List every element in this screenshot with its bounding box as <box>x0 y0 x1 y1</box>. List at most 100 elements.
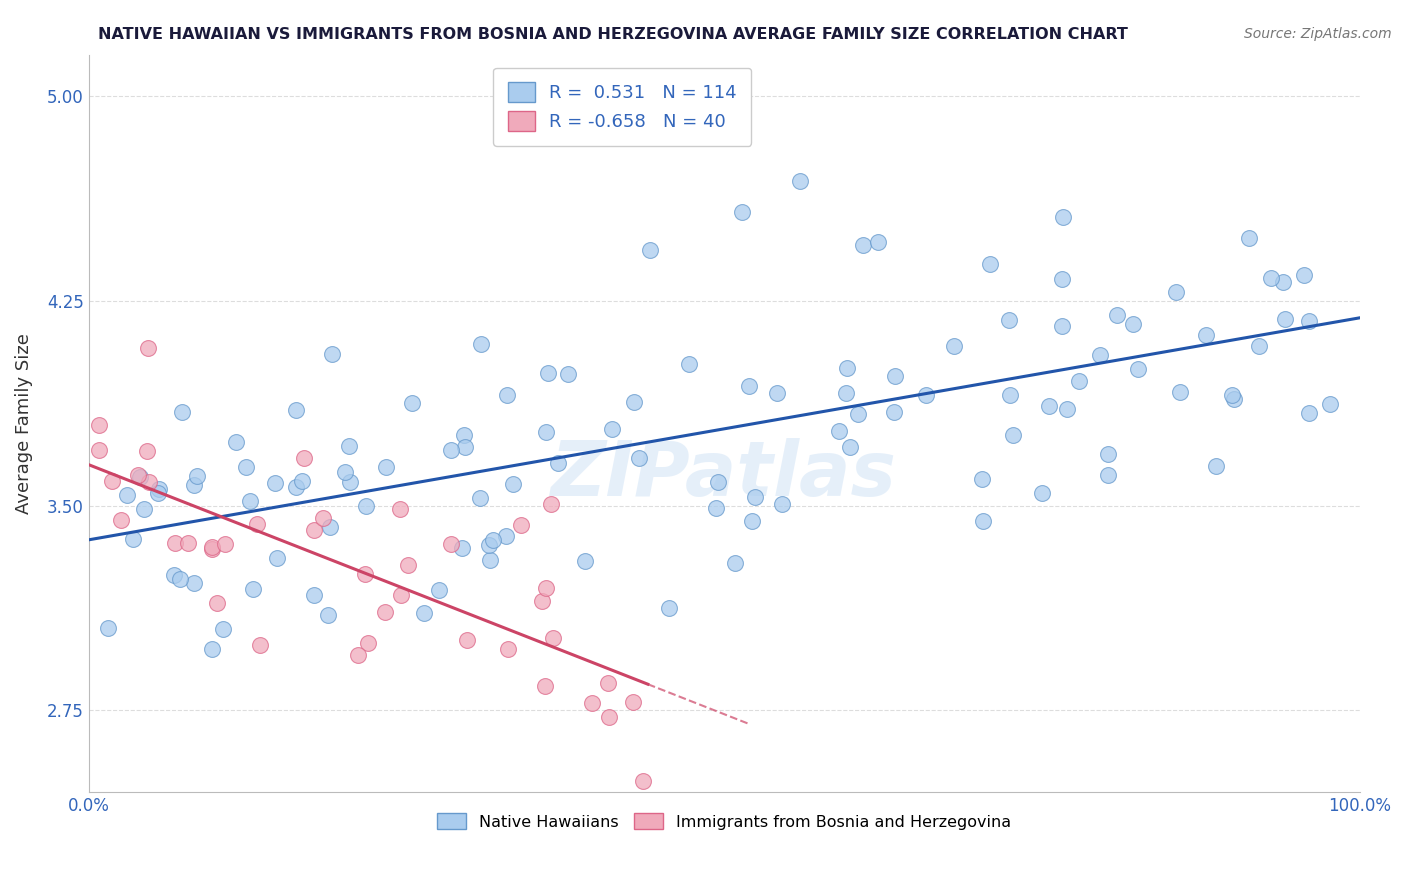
Point <box>163 536 186 550</box>
Point <box>357 635 380 649</box>
Point <box>353 567 375 582</box>
Point <box>623 395 645 409</box>
Point <box>972 514 994 528</box>
Point <box>302 524 325 538</box>
Point <box>169 572 191 586</box>
Point <box>97 621 120 635</box>
Point <box>183 477 205 491</box>
Point <box>495 528 517 542</box>
Point <box>266 551 288 566</box>
Point <box>744 491 766 505</box>
Point <box>456 632 478 647</box>
Point <box>176 536 198 550</box>
Point <box>496 642 519 657</box>
Point <box>731 205 754 219</box>
Y-axis label: Average Family Size: Average Family Size <box>15 334 32 514</box>
Point <box>789 174 811 188</box>
Point <box>1220 388 1243 402</box>
Text: NATIVE HAWAIIAN VS IMMIGRANTS FROM BOSNIA AND HERZEGOVINA AVERAGE FAMILY SIZE CO: NATIVE HAWAIIAN VS IMMIGRANTS FROM BOSNI… <box>98 27 1128 42</box>
Point <box>534 581 557 595</box>
Point <box>186 469 208 483</box>
Point <box>631 774 654 789</box>
Point <box>235 459 257 474</box>
Point <box>375 459 398 474</box>
Point <box>1249 339 1271 353</box>
Point <box>321 347 343 361</box>
Point <box>115 487 138 501</box>
Point <box>998 312 1021 326</box>
Point <box>183 575 205 590</box>
Point <box>509 517 531 532</box>
Point <box>440 443 463 458</box>
Point <box>427 582 450 597</box>
Point <box>1122 318 1144 332</box>
Point <box>741 514 763 528</box>
Point <box>598 676 620 690</box>
Point <box>129 470 152 484</box>
Point <box>292 450 315 465</box>
Point <box>1090 348 1112 362</box>
Point <box>541 631 564 645</box>
Point <box>1195 328 1218 343</box>
Point <box>915 388 938 402</box>
Point <box>598 709 620 723</box>
Point <box>1223 392 1246 407</box>
Point <box>478 538 501 552</box>
Point <box>172 405 194 419</box>
Point <box>1168 385 1191 400</box>
Point <box>319 520 342 534</box>
Point <box>835 386 858 401</box>
Legend: Native Hawaiians, Immigrants from Bosnia and Herzegovina: Native Hawaiians, Immigrants from Bosnia… <box>430 806 1018 836</box>
Point <box>1274 311 1296 326</box>
Text: ZIPatlas: ZIPatlas <box>551 438 897 512</box>
Point <box>846 408 869 422</box>
Point <box>678 357 700 371</box>
Point <box>1056 401 1078 416</box>
Point <box>347 648 370 663</box>
Point <box>134 502 156 516</box>
Point <box>291 474 314 488</box>
Point <box>136 342 159 356</box>
Point <box>354 499 377 513</box>
Point <box>1272 275 1295 289</box>
Point <box>970 472 993 486</box>
Point <box>146 486 169 500</box>
Point <box>1031 486 1053 500</box>
Point <box>770 496 793 510</box>
Point <box>1239 231 1261 245</box>
Point <box>547 456 569 470</box>
Point <box>557 368 579 382</box>
Point <box>707 475 730 489</box>
Point <box>284 480 307 494</box>
Point <box>316 607 339 622</box>
Point <box>1298 406 1320 420</box>
Point <box>339 475 361 489</box>
Point <box>724 556 747 570</box>
Point <box>163 568 186 582</box>
Point <box>581 696 603 710</box>
Point <box>1166 285 1188 299</box>
Point <box>866 235 889 249</box>
Point <box>835 360 858 375</box>
Point <box>534 425 557 439</box>
Point <box>201 541 224 556</box>
Point <box>530 594 553 608</box>
Point <box>245 516 267 531</box>
Point <box>883 405 905 419</box>
Point <box>1105 308 1128 322</box>
Point <box>1260 271 1282 285</box>
Point <box>658 601 681 615</box>
Point <box>337 439 360 453</box>
Point <box>1298 314 1320 328</box>
Point <box>87 443 110 458</box>
Point <box>540 497 562 511</box>
Point <box>212 623 235 637</box>
Text: Source: ZipAtlas.com: Source: ZipAtlas.com <box>1244 27 1392 41</box>
Point <box>1126 362 1149 376</box>
Point <box>284 403 307 417</box>
Point <box>135 444 157 458</box>
Point <box>138 475 160 489</box>
Point <box>470 337 492 351</box>
Point <box>207 596 229 610</box>
Point <box>704 500 727 515</box>
